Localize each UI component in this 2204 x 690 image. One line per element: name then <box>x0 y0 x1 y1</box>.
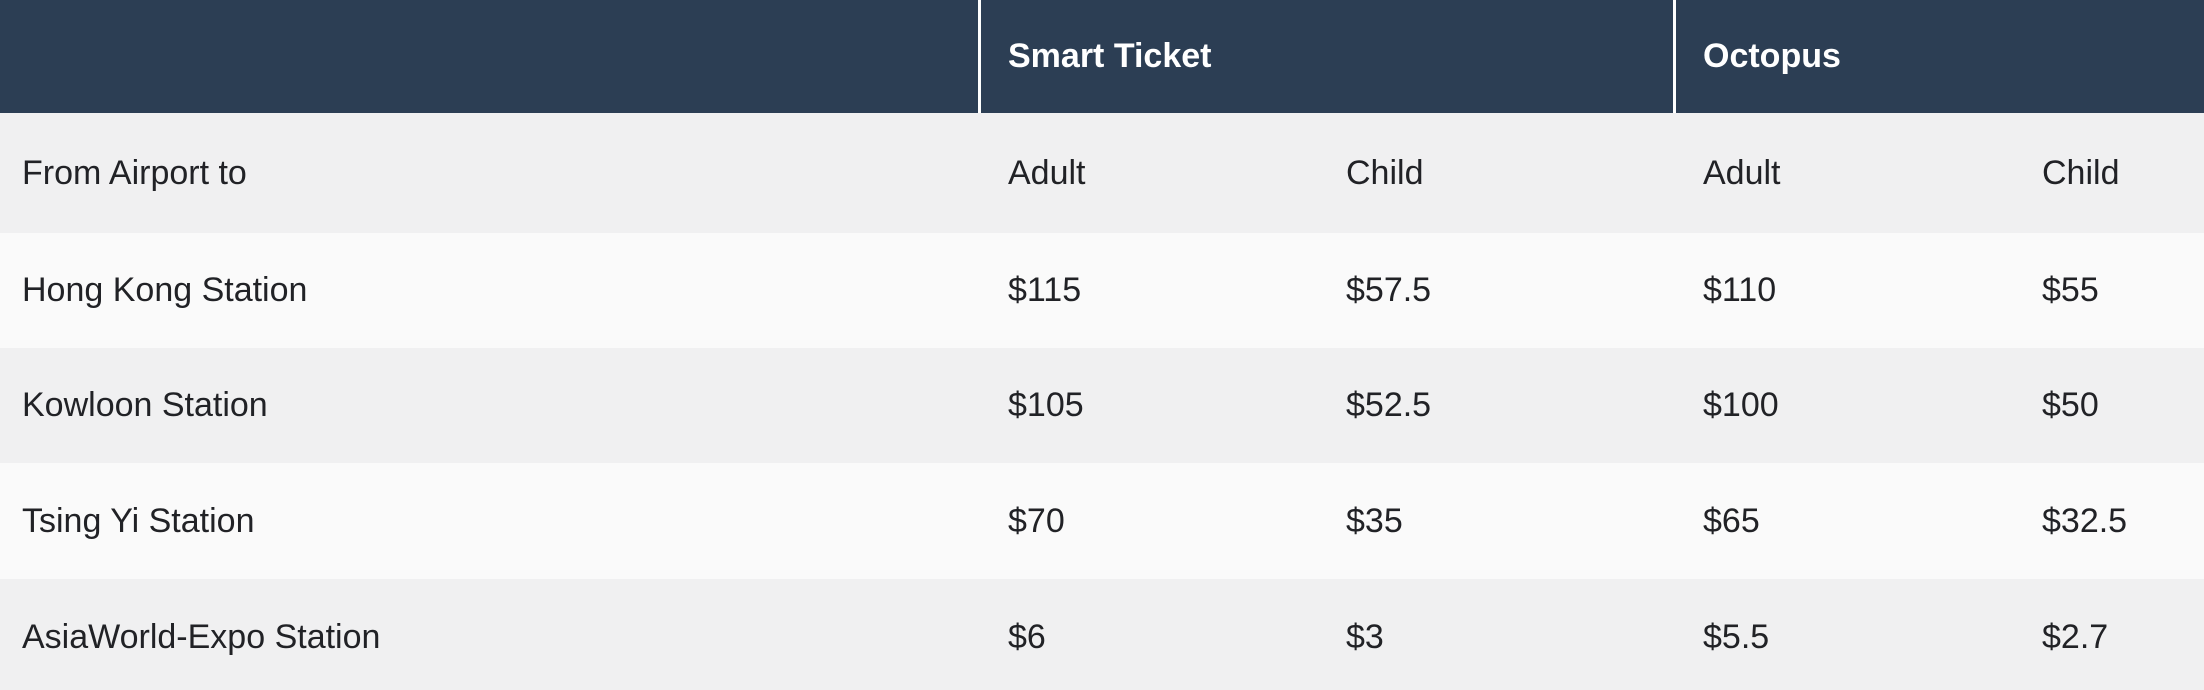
fare-smart-child: $3 <box>1346 617 1384 656</box>
station-name: Hong Kong Station <box>22 271 308 309</box>
header-empty-cell <box>0 0 978 113</box>
fare-smart-child: $57.5 <box>1346 271 1432 309</box>
fare-octopus-adult: $110 <box>1703 271 1777 309</box>
table-row: Hong Kong Station $115 $57.5 $110 $55 <box>0 233 2204 348</box>
table-row: Tsing Yi Station $70 $35 $65 $32.5 <box>0 463 2204 579</box>
header-group-smart-ticket: Smart Ticket <box>978 0 1673 113</box>
subheader-octopus-child: Child <box>2042 153 2120 192</box>
fare-smart-child: $35 <box>1346 501 1403 540</box>
subheader-smart-child: Child <box>1346 153 1424 192</box>
fare-smart-adult: $70 <box>1008 501 1065 540</box>
fare-octopus-child: $2.7 <box>2042 617 2109 656</box>
table-header-row: Smart Ticket Octopus <box>0 0 2204 113</box>
subheader-smart-adult: Adult <box>1008 153 1086 192</box>
station-name: AsiaWorld-Expo Station <box>22 617 381 656</box>
fare-smart-child: $52.5 <box>1346 386 1432 424</box>
table-row: Kowloon Station $105 $52.5 $100 $50 <box>0 348 2204 463</box>
fare-smart-adult: $6 <box>1008 617 1046 656</box>
fare-octopus-adult: $5.5 <box>1703 617 1770 656</box>
fare-smart-adult: $115 <box>1008 271 1082 309</box>
station-name: Kowloon Station <box>22 386 268 424</box>
fare-octopus-child: $32.5 <box>2042 501 2128 540</box>
station-name: Tsing Yi Station <box>22 501 255 540</box>
subheader-station-col: From Airport to <box>22 153 247 192</box>
subheader-octopus-adult: Adult <box>1703 153 1781 192</box>
table-subheader-row: From Airport to Adult Child Adult Child <box>0 113 2204 233</box>
fare-octopus-child: $55 <box>2042 271 2099 309</box>
fare-octopus-adult: $100 <box>1703 386 1779 424</box>
fare-smart-adult: $105 <box>1008 386 1084 424</box>
table-row: AsiaWorld-Expo Station $6 $3 $5.5 $2.7 <box>0 579 2204 690</box>
header-group-octopus: Octopus <box>1673 0 2204 113</box>
fare-octopus-child: $50 <box>2042 386 2099 424</box>
fare-octopus-adult: $65 <box>1703 501 1760 540</box>
